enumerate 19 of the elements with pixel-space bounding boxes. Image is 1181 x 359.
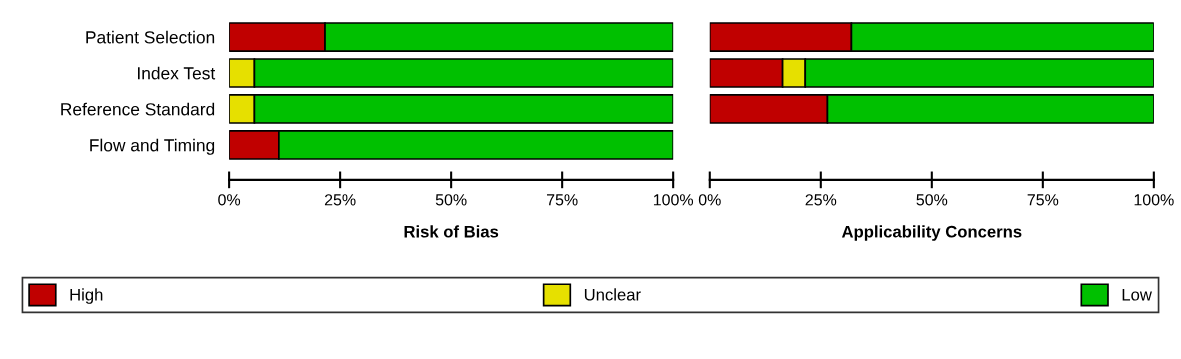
x-tick-label: 50%: [435, 194, 467, 206]
x-tick-label: 100%: [1134, 194, 1174, 206]
y-tick-label: Index Test: [138, 66, 216, 80]
x-tick-label: 100%: [653, 194, 694, 206]
x-tick-label: 25%: [805, 194, 837, 206]
legend-label: High: [70, 288, 103, 304]
legend-label: Unclear: [584, 288, 641, 301]
x-tick-label: 25%: [324, 194, 356, 206]
x-tick-label: 0%: [218, 194, 241, 206]
x-tick-label: 0%: [698, 194, 721, 206]
x-axis-title: Risk of Bias: [404, 225, 499, 238]
y-tick-label: Reference Standard: [61, 102, 215, 116]
x-axis-title: Applicability Concerns: [841, 225, 1022, 241]
x-tick-label: 75%: [1027, 194, 1059, 206]
x-tick-label: 50%: [916, 194, 948, 206]
x-tick-label: 75%: [546, 194, 578, 206]
y-tick-label: Flow and Timing: [90, 138, 215, 155]
legend-label: Low: [1122, 288, 1152, 301]
y-tick-label: Patient Selection: [86, 30, 215, 44]
